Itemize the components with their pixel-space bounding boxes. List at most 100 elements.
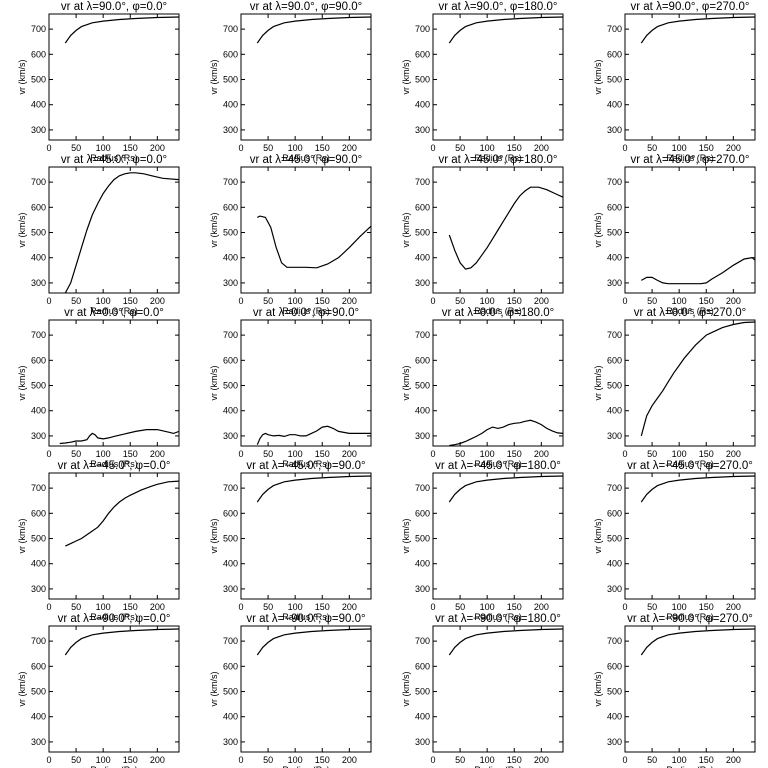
panel-title: vr at λ=0.0°, φ=180.0° [442,307,555,319]
panel-3: vr at λ=90.0°, φ=180.0° 0 50 100 150 200 300 40… [401,1,564,163]
x-tick-label: 100 [96,755,111,765]
x-tick-label: 200 [342,143,357,153]
series-line [256,475,371,503]
x-tick-label: 50 [71,143,81,153]
y-axis-label: vr (km/s) [593,672,603,707]
panel-17: vr at λ=−90.0°, φ=0.0° 0 50 100 150 200 300 400… [17,613,180,768]
y-tick-label: 300 [607,125,622,135]
y-axis-label: vr (km/s) [209,519,219,554]
x-tick-label: 200 [726,755,741,765]
x-tick-label: 50 [455,755,465,765]
plot-frame [240,319,372,447]
y-tick-label: 700 [31,483,46,493]
y-tick-label: 700 [223,330,238,340]
plot-frame [624,166,756,294]
panel-9: vr at λ=0.0°, φ=0.0° 0 50 100 150 200 300 400 50… [17,307,180,469]
panel-title: vr at λ=45.0°, φ=180.0° [439,154,558,166]
x-tick-label: 0 [46,755,51,765]
panel-10: vr at λ=0.0°, φ=90.0° 0 50 100 150 200 300 400 5… [209,307,372,469]
x-tick-label: 100 [288,602,303,612]
x-tick-label: 50 [647,143,657,153]
y-axis-label: vr (km/s) [593,213,603,248]
x-tick-label: 150 [315,143,330,153]
series-line [256,628,371,656]
x-tick-label: 0 [238,449,243,459]
series-line [641,257,755,285]
y-tick-label: 600 [31,49,46,59]
plot-frame [432,166,564,294]
y-tick-label: 700 [607,483,622,493]
series-line [64,16,179,44]
y-tick-label: 600 [607,661,622,671]
x-tick-label: 150 [123,296,138,306]
series-line [256,425,371,445]
x-tick-label: 150 [699,602,714,612]
x-tick-label: 0 [622,755,627,765]
x-axis-label: Radius (Rs) [474,153,522,163]
y-tick-label: 700 [607,177,622,187]
panel-6: vr at λ=45.0°, φ=90.0° 0 50 100 150 200 300 400… [209,154,372,316]
series-line [65,480,179,547]
x-axis-label: Radius (Rs) [474,612,522,622]
x-axis-label: Radius (Rs) [282,153,330,163]
y-tick-label: 700 [223,636,238,646]
panel-title: vr at λ=90.0°, φ=0.0° [61,1,167,13]
x-tick-label: 200 [726,143,741,153]
x-tick-label: 50 [455,602,465,612]
x-tick-label: 100 [480,296,495,306]
panel-title: vr at λ=−90.0°, φ=270.0° [627,613,753,625]
x-tick-label: 0 [430,449,435,459]
y-tick-label: 500 [223,534,238,544]
y-tick-label: 300 [223,278,238,288]
y-tick-label: 300 [223,584,238,594]
x-tick-label: 0 [430,143,435,153]
x-tick-label: 50 [647,602,657,612]
y-tick-label: 300 [415,737,430,747]
x-tick-label: 50 [71,755,81,765]
series-line [448,186,563,270]
y-tick-label: 700 [415,636,430,646]
x-tick-label: 50 [263,143,273,153]
y-tick-label: 600 [415,661,430,671]
y-tick-label: 300 [607,584,622,594]
x-tick-label: 0 [238,755,243,765]
x-tick-label: 150 [507,143,522,153]
y-tick-label: 300 [31,431,46,441]
panel-16: vr at λ=−45.0°, φ=270.0° 0 50 100 150 200 300 4… [593,460,756,622]
y-tick-label: 300 [415,431,430,441]
y-axis-label: vr (km/s) [17,672,27,707]
x-axis-label: Radius (Rs) [666,459,714,469]
panel-title: vr at λ=−45.0°, φ=180.0° [435,460,561,472]
x-tick-label: 200 [534,755,549,765]
y-tick-label: 500 [607,687,622,697]
y-tick-label: 600 [607,202,622,212]
x-tick-label: 0 [46,296,51,306]
x-tick-label: 0 [238,602,243,612]
y-axis-label: vr (km/s) [401,519,411,554]
series-line [640,475,755,503]
x-tick-label: 150 [699,755,714,765]
y-tick-label: 300 [607,431,622,441]
y-tick-label: 700 [31,330,46,340]
y-tick-label: 600 [415,355,430,365]
y-tick-label: 300 [223,125,238,135]
y-tick-label: 700 [223,24,238,34]
y-tick-label: 400 [31,712,46,722]
y-tick-label: 500 [607,534,622,544]
panel-title: vr at λ=0.0°, φ=270.0° [634,307,747,319]
series-line [448,475,563,503]
x-axis-label: Radius (Rs) [90,612,138,622]
y-axis-label: vr (km/s) [593,60,603,95]
x-tick-label: 200 [534,602,549,612]
series-line [449,419,563,446]
series-line [64,172,179,293]
panel-title: vr at λ=45.0°, φ=0.0° [61,154,167,166]
y-tick-label: 400 [223,559,238,569]
x-tick-label: 0 [46,602,51,612]
x-tick-label: 50 [71,449,81,459]
y-tick-label: 600 [223,202,238,212]
y-tick-label: 500 [607,381,622,391]
x-tick-label: 100 [480,143,495,153]
y-axis-label: vr (km/s) [17,60,27,95]
x-tick-label: 150 [507,602,522,612]
